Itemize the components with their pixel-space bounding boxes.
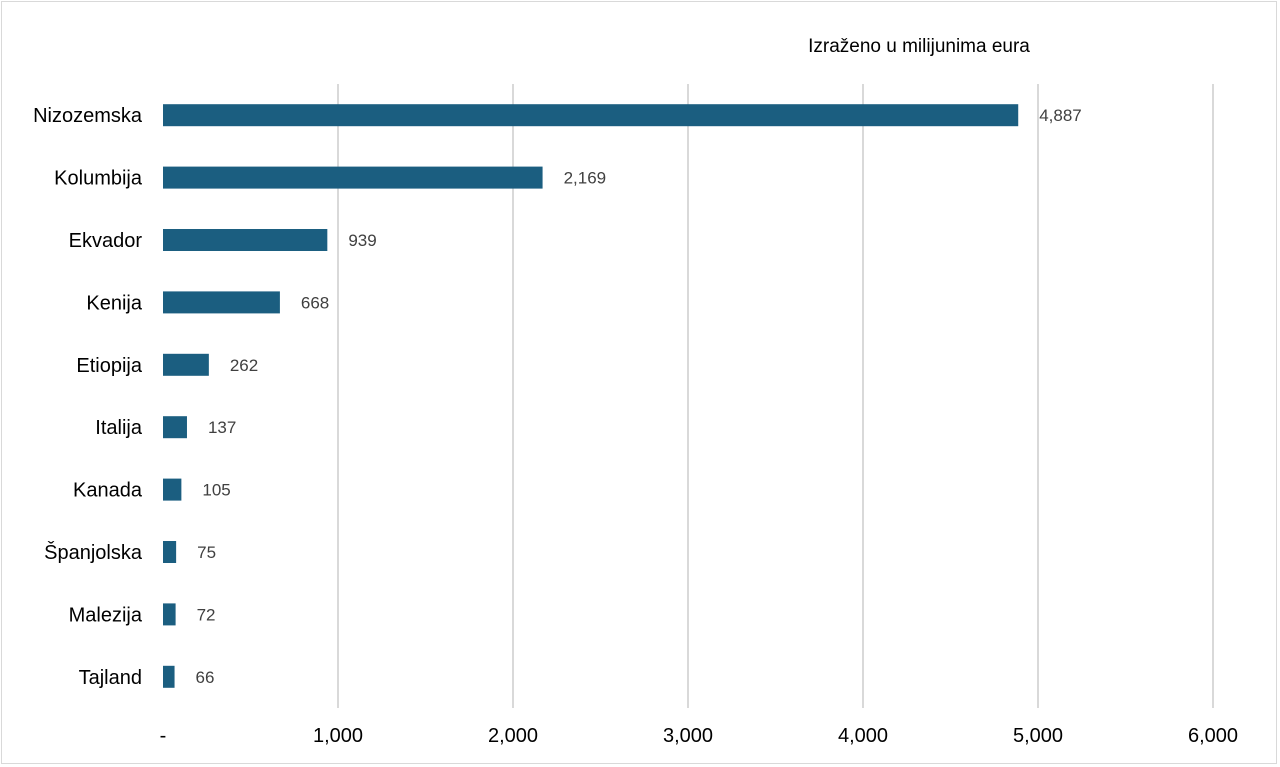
category-label: Španjolska [44,541,143,564]
data-label: 4,887 [1039,106,1082,125]
category-label: Kolumbija [54,168,143,190]
unit-note: Izraženo u milijunima eura [808,36,1030,57]
category-label: Etiopija [76,355,142,377]
x-tick-label: 5,000 [1013,725,1063,747]
category-label: Kenija [86,292,142,314]
category-label: Italija [95,417,143,439]
x-tick-label: 1,000 [313,725,363,747]
data-label: 75 [197,543,216,562]
bar [163,291,280,314]
data-label: 668 [301,293,329,312]
data-label: 262 [230,356,258,375]
bar [163,478,182,501]
bar [163,603,176,626]
data-label: 939 [348,231,376,250]
x-tick-label: - [160,725,167,747]
bar [163,353,209,376]
category-label: Tajland [79,667,142,689]
bar [163,665,175,688]
data-label: 137 [208,418,236,437]
x-tick-labels: - 1,000 2,000 3,000 4,000 5,000 6,000 [160,725,1238,747]
bar [163,541,177,563]
category-label: Ekvador [69,230,143,252]
bar [163,416,187,439]
category-label: Nizozemska [33,105,143,127]
category-label: Kanada [73,480,143,502]
x-tick-label: 3,000 [663,725,713,747]
category-labels: Nizozemska Kolumbija Ekvador Kenija Etiopija… [33,105,143,689]
data-label: 72 [197,605,216,624]
category-label: Malezija [69,604,143,626]
value-labels: 4,887 2,169 939 668 262 137 105 75 72 66 [196,106,1082,687]
x-tick-label: 4,000 [838,725,888,747]
data-label: 66 [196,668,215,687]
data-label: 105 [202,481,230,500]
x-tick-label: 6,000 [1188,725,1238,747]
bar [163,104,1019,127]
x-tick-label: 2,000 [488,725,538,747]
data-label: 2,169 [564,169,607,188]
bar [163,166,543,189]
bar [163,229,328,251]
bars [163,104,1019,688]
